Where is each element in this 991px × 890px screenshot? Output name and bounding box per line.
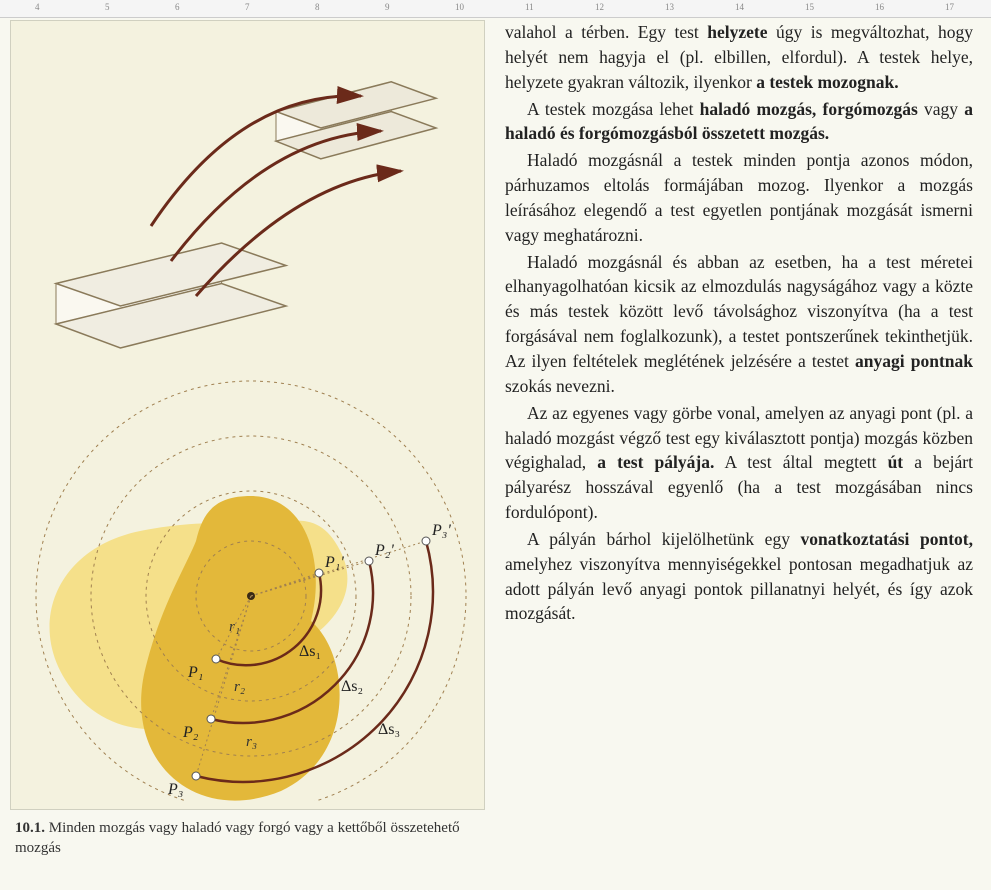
svg-text:Δs₃: Δs₃ xyxy=(378,721,400,738)
svg-text:P₁': P₁' xyxy=(324,554,344,571)
paragraph: valahol a térben. Egy test helyzete úgy … xyxy=(505,20,973,95)
paragraph: A testek mozgása lehet haladó mozgás, fo… xyxy=(505,97,973,147)
caption-number: 10.1. xyxy=(15,820,45,836)
figure-column: P₁ P₂ P₃ P₁' P₂' P₃' r₁ r₂ r₃ Δs₁ Δs₂ Δs₃ 10.1. Min… xyxy=(10,20,490,859)
caption-text: Minden mozgás vagy haladó vagy forgó vag… xyxy=(15,820,460,856)
figure-svg: P₁ P₂ P₃ P₁' P₂' P₃' r₁ r₂ r₃ Δs₁ Δs₂ Δs₃ xyxy=(21,31,476,801)
paragraph: A pályán bárhol kijelölhetünk egy vonatk… xyxy=(505,527,973,626)
svg-text:r₂: r₂ xyxy=(234,679,245,695)
figure-box: P₁ P₂ P₃ P₁' P₂' P₃' r₁ r₂ r₃ Δs₁ Δs₂ Δs₃ xyxy=(10,20,485,810)
svg-text:Δs₂: Δs₂ xyxy=(341,678,363,695)
svg-text:P₂': P₂' xyxy=(374,542,394,559)
svg-text:P₃: P₃ xyxy=(167,781,183,798)
svg-text:r₁: r₁ xyxy=(229,619,240,635)
figure-caption: 10.1. Minden mozgás vagy haladó vagy for… xyxy=(10,818,490,859)
svg-text:P₂: P₂ xyxy=(182,724,199,741)
svg-text:Δs₁: Δs₁ xyxy=(299,643,321,660)
svg-text:P₃': P₃' xyxy=(431,522,451,539)
paragraph: Az az egyenes vagy görbe vonal, amelyen … xyxy=(505,401,973,525)
ruler: 4567891011121314151617 xyxy=(0,0,991,18)
text-column: valahol a térben. Egy test helyzete úgy … xyxy=(505,20,981,859)
svg-text:P₁: P₁ xyxy=(187,664,203,681)
svg-text:r₃: r₃ xyxy=(246,734,257,750)
paragraph: Haladó mozgásnál a testek minden pontja … xyxy=(505,148,973,247)
paragraph: Haladó mozgásnál és abban az esetben, ha… xyxy=(505,250,973,399)
